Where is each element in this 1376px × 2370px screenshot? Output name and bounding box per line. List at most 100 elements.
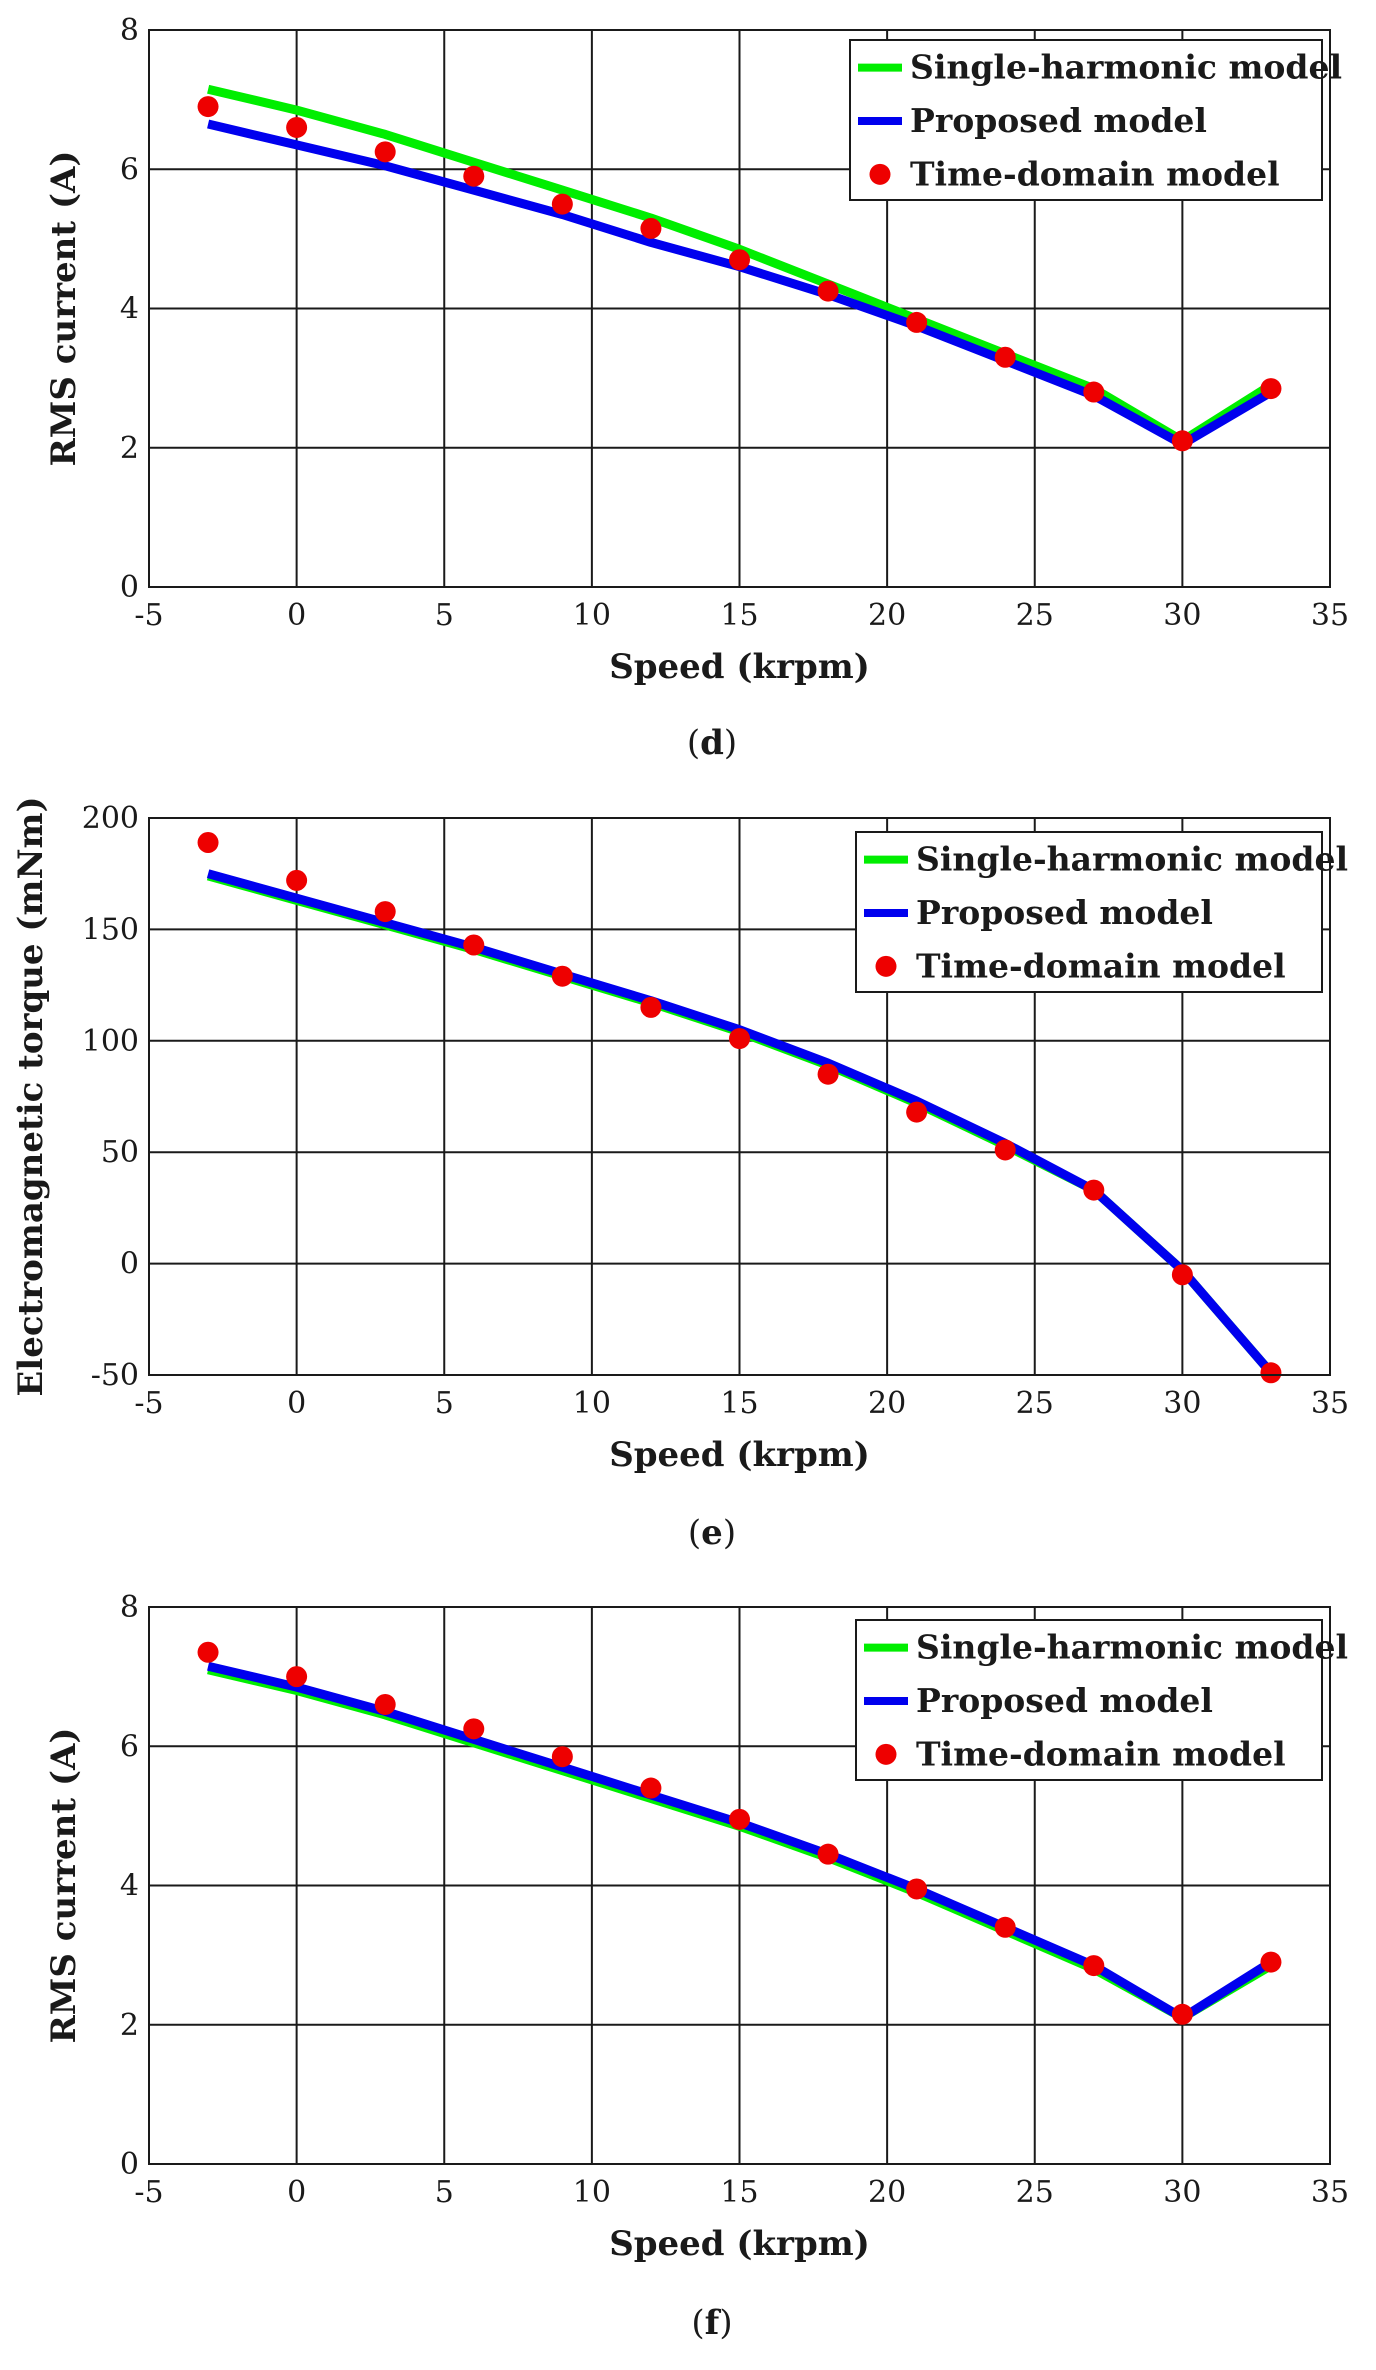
legend-label-proposed: Proposed model	[910, 101, 1207, 140]
x-tick-label: 10	[573, 2175, 611, 2210]
data-point-time-domain-model	[197, 832, 219, 854]
data-point-time-domain-model	[551, 1746, 573, 1768]
x-tick-label: 15	[720, 1386, 758, 1421]
data-point-time-domain-model	[640, 996, 662, 1018]
data-point-time-domain-model	[463, 1718, 485, 1740]
x-tick-label: 10	[573, 1386, 611, 1421]
x-tick-label: 20	[868, 1386, 906, 1421]
x-tick-label: 20	[868, 598, 906, 633]
y-axis-label: RMS current (A)	[44, 151, 84, 467]
data-point-time-domain-model	[1171, 1264, 1193, 1286]
y-tick-label: 2	[120, 2008, 139, 2043]
data-point-time-domain-model	[197, 96, 219, 118]
y-tick-label: 2	[120, 431, 139, 466]
y-tick-label: 0	[120, 570, 139, 605]
data-point-time-domain-model	[640, 217, 662, 239]
legend-box	[855, 831, 1323, 993]
data-point-time-domain-model	[1260, 378, 1282, 400]
legend-label-time-domain: Time-domain model	[910, 154, 1280, 193]
y-tick-label: 4	[120, 1869, 139, 1904]
data-point-time-domain-model	[1083, 1955, 1105, 1977]
data-point-time-domain-model	[994, 1139, 1016, 1161]
legend-label-single-harmonic: Single-harmonic model	[916, 840, 1348, 879]
plot-frame	[148, 29, 1331, 588]
y-tick-label: 8	[120, 1590, 139, 1625]
y-tick-label: 50	[101, 1135, 139, 1170]
x-axis-label: Speed (krpm)	[609, 2224, 870, 2264]
x-tick-label: -5	[134, 598, 163, 633]
x-tick-label: 30	[1163, 1386, 1201, 1421]
data-point-time-domain-model	[1171, 2003, 1193, 2025]
y-tick-label: 6	[120, 1729, 139, 1764]
plot-frame	[148, 817, 1331, 1376]
x-tick-label: -5	[134, 1386, 163, 1421]
legend-label-proposed: Proposed model	[916, 1681, 1213, 1720]
x-axis-label: Speed (krpm)	[609, 1435, 870, 1475]
data-point-time-domain-model	[1171, 430, 1193, 452]
y-tick-label: -50	[91, 1358, 139, 1393]
legend-label-single-harmonic: Single-harmonic model	[910, 48, 1342, 87]
caption-f: (f)	[691, 2303, 732, 2343]
data-point-time-domain-model	[906, 1101, 928, 1123]
data-point-time-domain-model	[640, 1777, 662, 1799]
y-axis-label: Electromagnetic torque (mNm)	[11, 796, 51, 1396]
data-point-time-domain-model	[374, 901, 396, 923]
y-tick-label: 150	[82, 912, 139, 947]
x-tick-label: 25	[1016, 2175, 1054, 2210]
legend-box	[849, 39, 1323, 201]
x-tick-label: 30	[1163, 2175, 1201, 2210]
data-point-time-domain-model	[906, 1878, 928, 1900]
legend: Single-harmonic model Proposed model Tim…	[849, 39, 1342, 201]
data-point-time-domain-model	[994, 346, 1016, 368]
x-tick-label: 5	[435, 2175, 454, 2210]
data-point-time-domain-model	[906, 311, 928, 333]
data-point-time-domain-model	[1083, 381, 1105, 403]
x-tick-label: 35	[1311, 1386, 1349, 1421]
legend-box	[855, 1619, 1323, 1781]
y-tick-label: 6	[120, 152, 139, 187]
x-tick-label: 5	[435, 1386, 454, 1421]
x-tick-label: 0	[287, 2175, 306, 2210]
data-point-time-domain-model	[729, 1028, 750, 1050]
data-point-time-domain-model	[729, 1808, 750, 1830]
data-point-time-domain-model	[817, 1843, 839, 1865]
legend-swatch-time-domain	[869, 163, 891, 185]
x-tick-label: 5	[435, 598, 454, 633]
plot-frame	[148, 1606, 1331, 2165]
legend-label-time-domain: Time-domain model	[916, 946, 1286, 985]
legend-label-time-domain: Time-domain model	[916, 1734, 1286, 1773]
data-point-time-domain-model	[286, 869, 308, 891]
legend: Single-harmonic model Proposed model Tim…	[855, 831, 1348, 993]
legend-swatch-time-domain	[875, 955, 897, 977]
data-point-time-domain-model	[817, 280, 839, 302]
x-axis-label: Speed (krpm)	[609, 647, 870, 687]
y-tick-label: 0	[120, 2147, 139, 2182]
x-tick-label: 10	[573, 598, 611, 633]
y-tick-label: 4	[120, 292, 139, 327]
data-point-time-domain-model	[374, 1693, 396, 1715]
data-point-time-domain-model	[286, 116, 308, 138]
data-point-time-domain-model	[994, 1916, 1016, 1938]
x-tick-label: 15	[720, 2175, 758, 2210]
caption-d: (d)	[687, 723, 737, 763]
legend-label-single-harmonic: Single-harmonic model	[916, 1628, 1348, 1667]
y-tick-label: 8	[120, 13, 139, 48]
legend-label-proposed: Proposed model	[916, 893, 1213, 932]
data-point-time-domain-model	[1083, 1179, 1105, 1201]
caption-e: (e)	[688, 1513, 736, 1553]
data-point-time-domain-model	[817, 1063, 839, 1085]
data-point-time-domain-model	[1260, 1951, 1282, 1973]
x-tick-label: 20	[868, 2175, 906, 2210]
x-tick-label: -5	[134, 2175, 163, 2210]
x-tick-label: 0	[287, 1386, 306, 1421]
data-point-time-domain-model	[463, 934, 485, 956]
data-point-time-domain-model	[1260, 1362, 1282, 1384]
y-tick-label: 200	[82, 801, 139, 836]
y-tick-label: 0	[120, 1247, 139, 1282]
series	[197, 1641, 1282, 2025]
